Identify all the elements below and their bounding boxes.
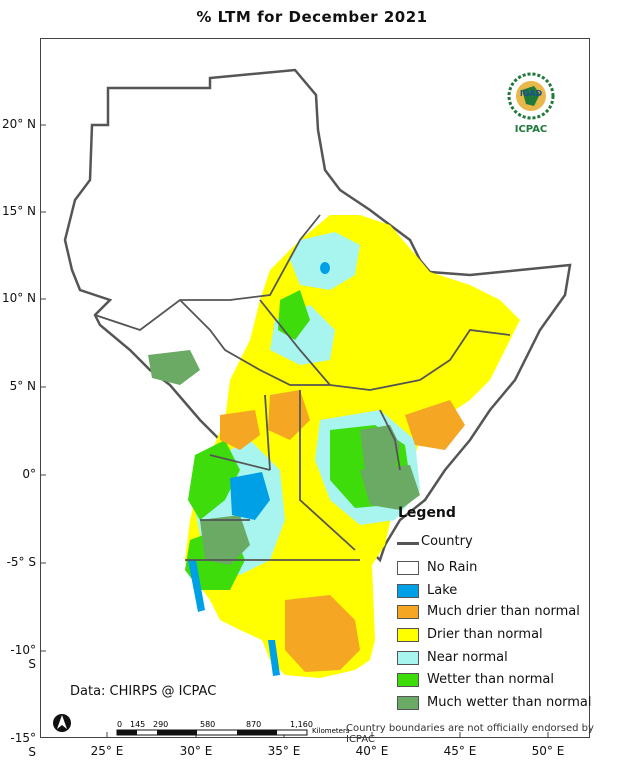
swatch-lake <box>397 584 419 598</box>
lon-tick-35e: 35° E <box>267 744 301 758</box>
lon-tick-45e: 45° E <box>443 744 477 758</box>
region-much-wetter-sudan <box>148 350 200 385</box>
legend-label: Wetter than normal <box>427 672 554 687</box>
lat-tick-15s: -15° S <box>10 731 36 759</box>
legend-title: Legend <box>398 505 456 521</box>
legend-label: Much wetter than normal <box>427 695 592 710</box>
data-source: Data: CHIRPS @ ICPAC <box>70 684 217 699</box>
scale-tick-0: 0 <box>117 720 122 729</box>
lat-tick-5s: -5° S <box>6 555 36 569</box>
region-much-drier-central <box>220 410 260 450</box>
north-arrow-icon <box>53 714 71 732</box>
country-line-icon <box>397 542 419 545</box>
lat-tick-5n: 5° N <box>9 379 36 393</box>
swatch-much-wetter <box>397 696 419 710</box>
logo-text-igad: IGAD <box>519 89 543 98</box>
scale-tick-1160: 1,160 <box>290 720 313 729</box>
igad-emblem-icon <box>507 72 555 120</box>
region-much-wetter-west <box>200 515 250 565</box>
scale-tick-580: 580 <box>200 720 215 729</box>
swatch-no-rain <box>397 561 419 575</box>
legend-label: Country <box>421 534 473 549</box>
scale-unit: Kilometers <box>312 727 350 735</box>
region-much-wetter-east <box>360 465 420 510</box>
legend-label: Near normal <box>427 650 508 665</box>
disclaimer: Country boundaries are not officially en… <box>346 723 594 745</box>
lake-tanganyika <box>188 560 205 612</box>
legend-label: Drier than normal <box>427 627 543 642</box>
scale-tick-290: 290 <box>153 720 168 729</box>
logo-text-icpac: ICPAC <box>514 124 548 135</box>
region-much-drier-east <box>405 400 465 450</box>
lon-tick-50e: 50° E <box>531 744 565 758</box>
swatch-near-normal <box>397 651 419 665</box>
lon-tick-40e: 40° E <box>355 744 389 758</box>
swatch-wetter <box>397 673 419 687</box>
region-near-normal-north <box>290 232 360 290</box>
lat-tick-15n: 15° N <box>1 204 36 218</box>
lat-tick-0: 0° <box>22 467 36 481</box>
country-borders <box>94 214 511 561</box>
scale-tick-145: 145 <box>130 720 145 729</box>
igad-logo: IGAD ICPAC <box>500 72 562 140</box>
swatch-drier <box>397 628 419 642</box>
scale-tick-870: 870 <box>246 720 261 729</box>
region-much-drier-south <box>285 595 360 672</box>
lake-victoria <box>230 472 270 520</box>
lat-tick-10s: -10° S <box>10 643 36 671</box>
region-much-wetter-somalia <box>360 425 400 480</box>
swatch-much-drier <box>397 605 419 619</box>
lake-tana <box>320 262 330 274</box>
lon-tick-25e: 25° E <box>90 744 124 758</box>
legend-label: No Rain <box>427 560 478 575</box>
region-wetter-ethiopia <box>278 290 310 340</box>
lon-tick-30e: 30° E <box>179 744 213 758</box>
legend-label: Lake <box>427 583 458 598</box>
map-title: % LTM for December 2021 <box>196 8 428 26</box>
legend-label: Much drier than normal <box>427 604 580 619</box>
lat-tick-20n: 20° N <box>1 117 36 131</box>
scale-bar <box>116 729 308 736</box>
lake-malawi <box>268 640 280 676</box>
lat-tick-10n: 10° N <box>1 291 36 305</box>
